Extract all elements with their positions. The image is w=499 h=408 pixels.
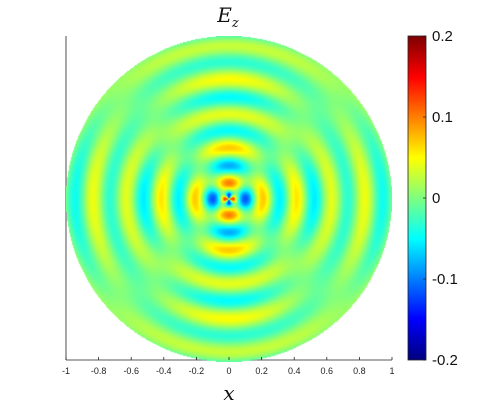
x-tick-label: 1 [389, 366, 394, 376]
x-tick-label: 0.6 [321, 366, 334, 376]
x-tick-label: -0.8 [91, 366, 107, 376]
x-tick-label: -0.6 [123, 366, 139, 376]
title-subscript: z [231, 16, 239, 31]
plot-area [66, 36, 392, 362]
x-tick-label: 0.4 [288, 366, 301, 376]
colorbar-tick-label: 0.1 [432, 109, 453, 126]
x-tick-label: 0 [226, 366, 231, 376]
x-axis-label: x [223, 381, 234, 405]
field-heatmap [66, 36, 392, 362]
x-tick-label: 0.8 [353, 366, 366, 376]
colorbar-ticks: 0.2 0.1 0 -0.1 -0.2 [423, 28, 458, 369]
colorbar-gradient [408, 36, 426, 360]
x-tick-label: -1 [62, 366, 70, 376]
colorbar-tick-label: 0.2 [432, 28, 453, 45]
x-tick-label: -0.4 [156, 366, 172, 376]
colorbar-tick-label: -0.2 [432, 352, 458, 369]
x-tick-label: 0.2 [255, 366, 268, 376]
chart-title: Ez [216, 3, 239, 31]
colorbar: 0.2 0.1 0 -0.1 -0.2 [407, 28, 458, 369]
colorbar-tick-label: 0 [432, 190, 440, 207]
title-main: E [216, 3, 232, 27]
x-tick-label: -0.2 [189, 366, 205, 376]
colorbar-tick-label: -0.1 [432, 271, 458, 288]
x-axis-ticks: -1 -0.8 -0.6 -0.4 -0.2 0 0.2 0.4 0.6 0.8 1 [62, 357, 395, 376]
